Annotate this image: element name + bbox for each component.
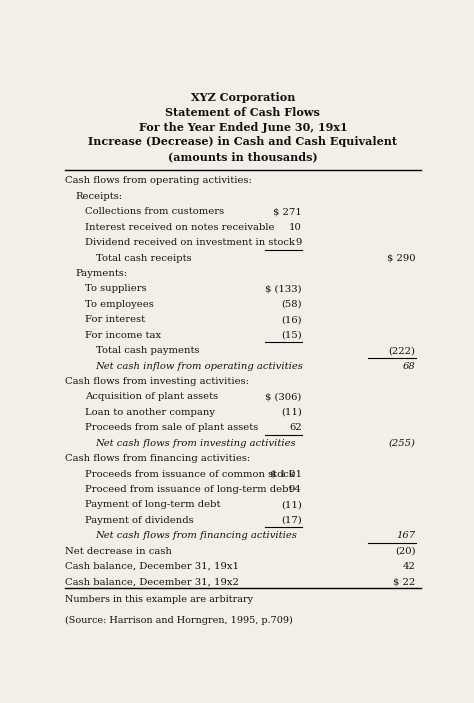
Text: 94: 94	[289, 485, 301, 494]
Text: (58): (58)	[281, 299, 301, 309]
Text: (20): (20)	[395, 547, 416, 555]
Text: Total cash receipts: Total cash receipts	[96, 254, 191, 262]
Text: Cash balance, December 31, 19x2: Cash balance, December 31, 19x2	[65, 577, 238, 586]
Text: Statement of Cash Flows: Statement of Cash Flows	[165, 107, 320, 118]
Text: $ 271: $ 271	[273, 207, 301, 217]
Text: Cash balance, December 31, 19x1: Cash balance, December 31, 19x1	[65, 562, 239, 571]
Text: (11): (11)	[281, 501, 301, 510]
Text: For the Year Ended June 30, 19x1: For the Year Ended June 30, 19x1	[138, 122, 347, 133]
Text: Payment of long-term debt: Payment of long-term debt	[85, 501, 221, 510]
Text: Loan to another company: Loan to another company	[85, 408, 215, 417]
Text: Net cash inflow from operating activities: Net cash inflow from operating activitie…	[96, 361, 303, 370]
Text: Cash flows from investing activities:: Cash flows from investing activities:	[65, 377, 249, 386]
Text: 167: 167	[396, 531, 416, 540]
Text: For income tax: For income tax	[85, 330, 162, 340]
Text: Increase (Decrease) in Cash and Cash Equivalent: Increase (Decrease) in Cash and Cash Equ…	[89, 136, 397, 148]
Text: $ (306): $ (306)	[265, 392, 301, 401]
Text: Payments:: Payments:	[75, 269, 128, 278]
Text: Proceeds from sale of plant assets: Proceeds from sale of plant assets	[85, 423, 259, 432]
Text: Collections from customers: Collections from customers	[85, 207, 225, 217]
Text: Cash flows from operating activities:: Cash flows from operating activities:	[65, 176, 252, 186]
Text: Net cash flows from investing activities: Net cash flows from investing activities	[96, 439, 296, 448]
Text: Net decrease in cash: Net decrease in cash	[65, 547, 172, 555]
Text: Cash flows from financing activities:: Cash flows from financing activities:	[65, 454, 250, 463]
Text: Numbers in this example are arbitrary: Numbers in this example are arbitrary	[65, 595, 253, 605]
Text: (222): (222)	[389, 346, 416, 355]
Text: Total cash payments: Total cash payments	[96, 346, 199, 355]
Text: 10: 10	[289, 223, 301, 232]
Text: (255): (255)	[389, 439, 416, 448]
Text: Dividend received on investment in stock: Dividend received on investment in stock	[85, 238, 295, 247]
Text: $ 290: $ 290	[387, 254, 416, 262]
Text: (amounts in thousands): (amounts in thousands)	[168, 151, 318, 162]
Text: $ 22: $ 22	[393, 577, 416, 586]
Text: Acquisition of plant assets: Acquisition of plant assets	[85, 392, 219, 401]
Text: 62: 62	[289, 423, 301, 432]
Text: Payment of dividends: Payment of dividends	[85, 516, 194, 524]
Text: XYZ Corporation: XYZ Corporation	[191, 93, 295, 103]
Text: $ (133): $ (133)	[265, 285, 301, 293]
Text: Interest received on notes receivable: Interest received on notes receivable	[85, 223, 275, 232]
Text: 42: 42	[403, 562, 416, 571]
Text: 9: 9	[295, 238, 301, 247]
Text: (16): (16)	[281, 315, 301, 324]
Text: Receipts:: Receipts:	[75, 192, 122, 201]
Text: For interest: For interest	[85, 315, 146, 324]
Text: To suppliers: To suppliers	[85, 285, 147, 293]
Text: (15): (15)	[281, 330, 301, 340]
Text: (11): (11)	[281, 408, 301, 417]
Text: Net cash flows from financing activities: Net cash flows from financing activities	[96, 531, 298, 540]
Text: Proceeds from issuance of common stock: Proceeds from issuance of common stock	[85, 470, 295, 479]
Text: $ 1 01: $ 1 01	[270, 470, 301, 479]
Text: To employees: To employees	[85, 299, 154, 309]
Text: 68: 68	[403, 361, 416, 370]
Text: (Source: Harrison and Horngren, 1995, p.709): (Source: Harrison and Horngren, 1995, p.…	[65, 615, 292, 624]
Text: (17): (17)	[281, 516, 301, 524]
Text: Proceed from issuance of long-term debt: Proceed from issuance of long-term debt	[85, 485, 293, 494]
